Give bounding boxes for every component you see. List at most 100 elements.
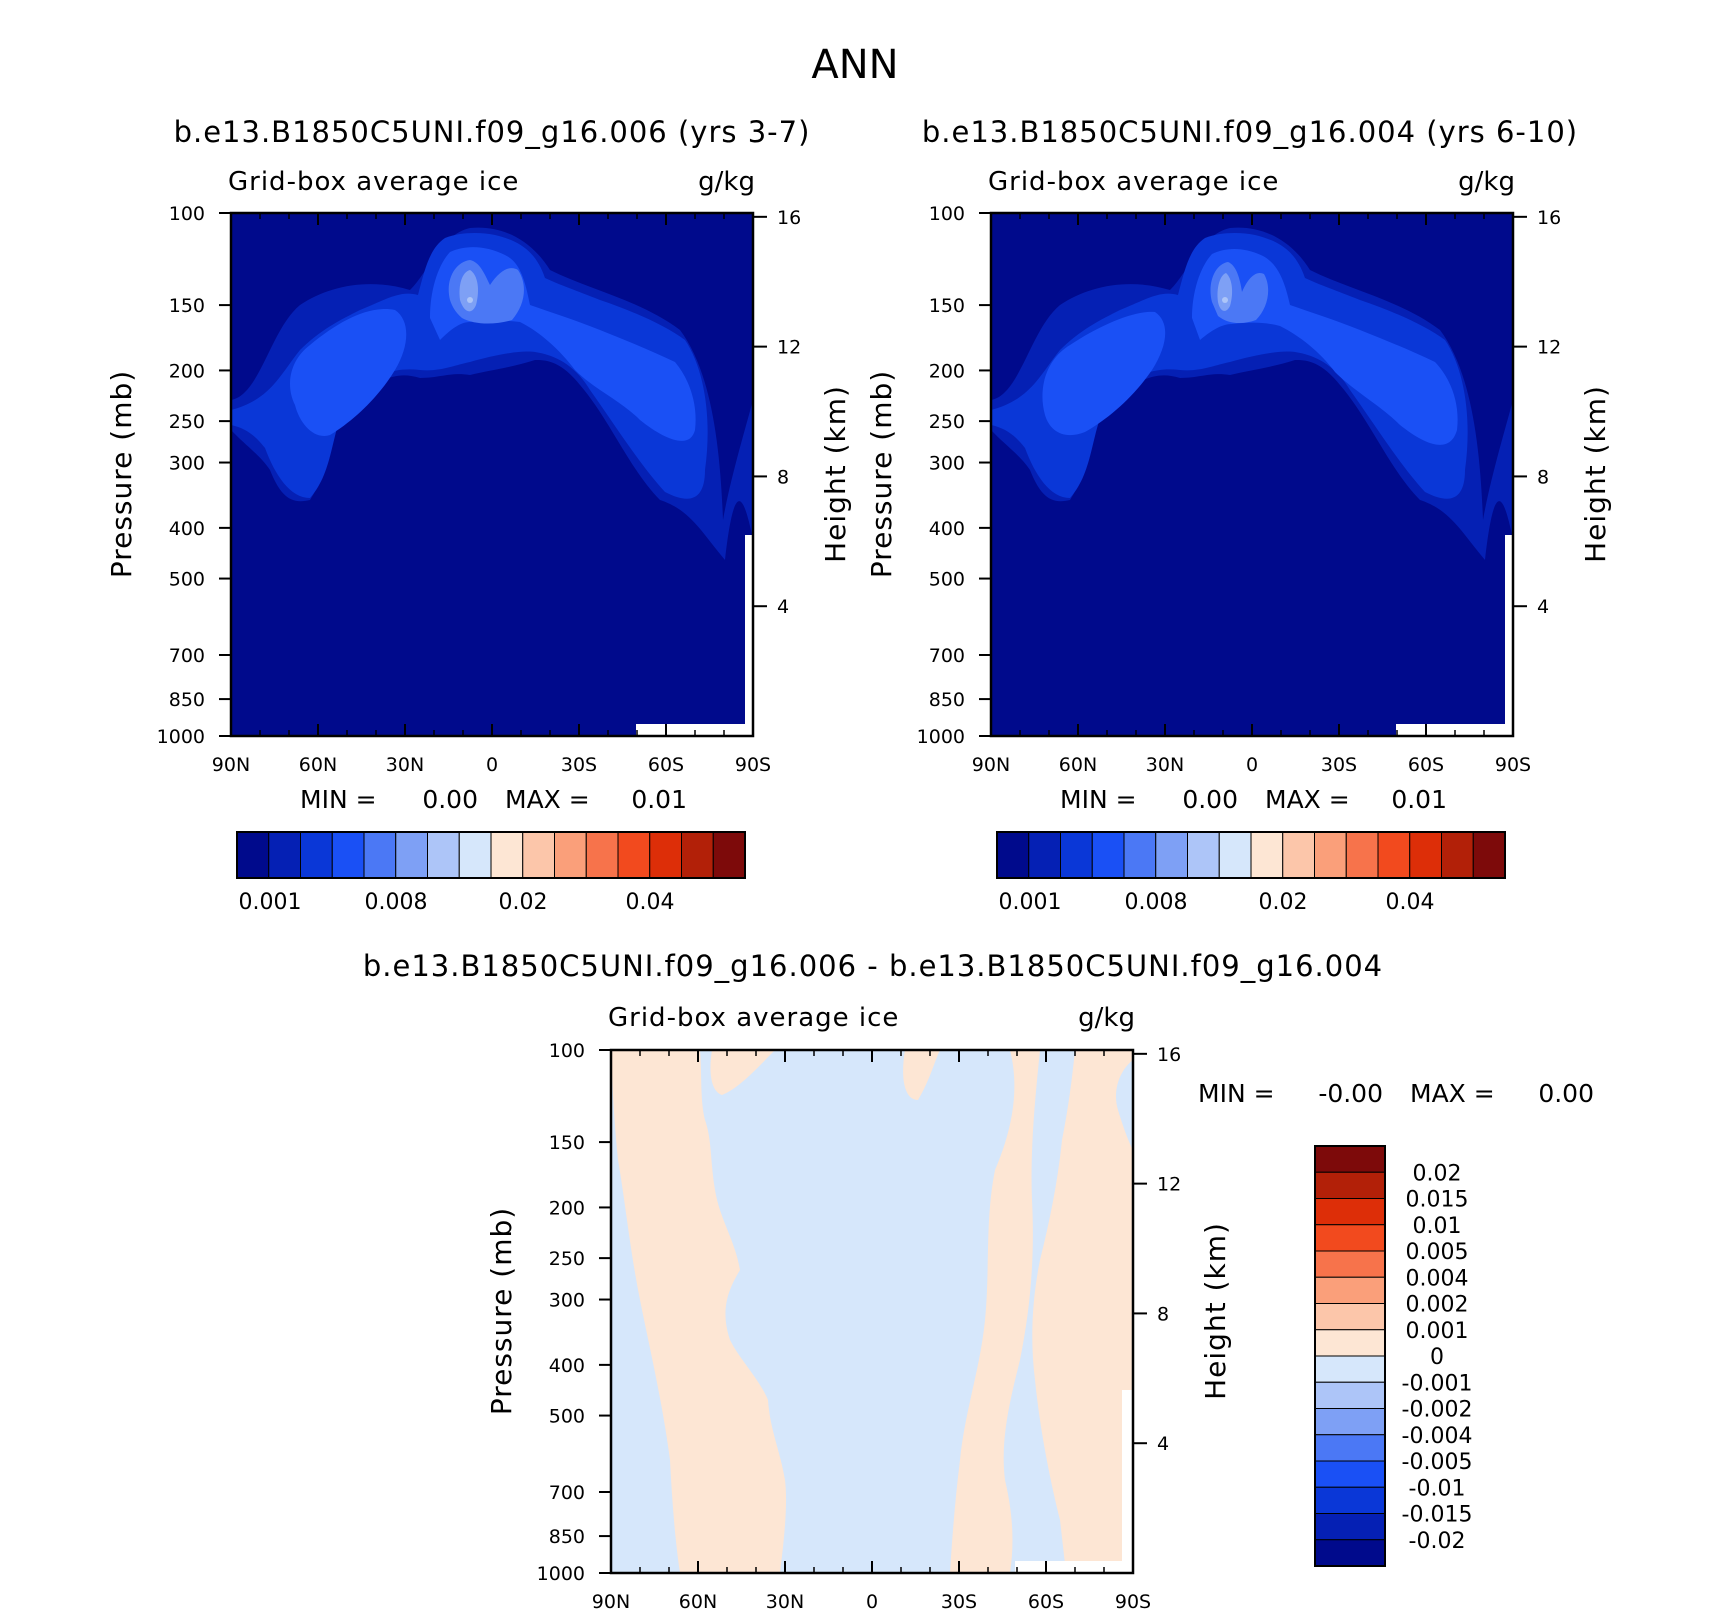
panel-3-units: g/kg [1078, 1003, 1135, 1033]
x-tick-label: 60N [299, 754, 337, 776]
panel-3-min-label: MIN = [1198, 1079, 1275, 1108]
y-tick-label: 850 [169, 689, 205, 711]
panel-2-center-dot [1222, 297, 1228, 303]
panel-1-contour-2 [231, 233, 708, 499]
x-tick-label: 0 [1246, 754, 1258, 776]
panel-2-ylabel-right: Height (km) [1579, 385, 1612, 563]
panel-3-max-value: 0.00 [1538, 1079, 1594, 1108]
x-tick-label: 30N [1146, 754, 1184, 776]
panel-2-ylabel: Pressure (mb) [865, 370, 898, 578]
panel-2-max-label: MAX = [1265, 785, 1350, 814]
y-tick-label: 300 [549, 1290, 585, 1312]
colorbar-swatch [395, 831, 428, 879]
colorbar-label: 0 [1430, 1345, 1444, 1370]
colorbar-swatch [522, 831, 555, 879]
x-tick-label: 90N [972, 754, 1010, 776]
colorbar-label: -0.005 [1402, 1450, 1473, 1475]
y-right-tick-label: 12 [777, 337, 801, 359]
panel-2-contour-5 [1217, 273, 1233, 311]
x-tick-label: 60N [679, 1591, 717, 1613]
colorbar-label: 0.02 [1413, 1161, 1462, 1186]
x-tick-label: 0 [486, 754, 498, 776]
panel-1-ylabel-right: Height (km) [819, 385, 852, 563]
panel-1-mask-right [745, 535, 753, 736]
panel-1-variable-label: Grid-box average ice [228, 167, 519, 197]
y-tick-label: 1000 [917, 726, 965, 748]
colorbar-label: 0.001 [239, 890, 302, 915]
panel-2-min-label: MIN = [1060, 785, 1137, 814]
colorbar-label: 0.01 [1413, 1214, 1462, 1239]
x-tick-label: 30S [941, 1591, 977, 1613]
x-tick-label: 90S [1495, 754, 1531, 776]
y-tick-label: 200 [929, 360, 965, 382]
panel-3-mask-bottom [1015, 1561, 1133, 1573]
panel-1-title: b.e13.B1850C5UNI.f09_g16.006 (yrs 3-7) [174, 115, 811, 149]
colorbar-swatch [1377, 831, 1411, 879]
panel-3-ylabel: Pressure (mb) [485, 1207, 518, 1415]
y-tick-label: 200 [169, 360, 205, 382]
colorbar-border [236, 831, 746, 879]
x-tick-label: 60S [1028, 1591, 1064, 1613]
colorbar-swatch [1314, 1355, 1386, 1383]
colorbar-swatch [1314, 1329, 1386, 1357]
y-tick-label: 250 [929, 411, 965, 433]
colorbar-border [1314, 1145, 1386, 1567]
colorbar-swatch [1314, 1198, 1386, 1226]
colorbar-swatch [1409, 831, 1442, 879]
colorbar-swatch [1314, 1539, 1386, 1567]
panel-1-min-value: 0.00 [422, 785, 478, 814]
panel-3-mask-right [1122, 1390, 1133, 1573]
colorbar-label: -0.015 [1402, 1503, 1473, 1528]
panel-2-units: g/kg [1458, 167, 1515, 197]
colorbar-swatch [427, 831, 460, 879]
colorbar-label: -0.01 [1409, 1476, 1466, 1501]
x-tick-label: 30N [766, 1591, 804, 1613]
colorbar-swatch [1155, 831, 1188, 879]
colorbar-swatch [1060, 831, 1093, 879]
y-tick-label: 700 [169, 645, 205, 667]
panel-2-variable-label: Grid-box average ice [988, 167, 1279, 197]
colorbar-swatch [1314, 1303, 1386, 1331]
panel-1-center-dot [467, 297, 473, 303]
y-tick-label: 150 [169, 295, 205, 317]
y-tick-label: 400 [929, 518, 965, 540]
colorbar-label: -0.001 [1402, 1371, 1473, 1396]
y-right-tick-label: 8 [1157, 1303, 1169, 1325]
y-tick-label: 700 [549, 1482, 585, 1504]
colorbar-label: 0.008 [365, 890, 428, 915]
colorbar-label: 0.02 [499, 890, 548, 915]
y-tick-label: 200 [549, 1197, 585, 1219]
panel-2-contour-2 [991, 233, 1468, 499]
colorbar-label: 0.001 [1406, 1319, 1469, 1344]
x-tick-label: 30N [386, 754, 424, 776]
colorbar-label: -0.02 [1409, 1529, 1466, 1554]
y-tick-label: 500 [169, 569, 205, 591]
y-tick-label: 250 [549, 1248, 585, 1270]
panel-3: b.e13.B1850C5UNI.f09_g16.006 - b.e13.B18… [363, 949, 1594, 1613]
y-tick-label: 300 [929, 453, 965, 475]
colorbar-label: 0.008 [1125, 890, 1188, 915]
panel-1-max-label: MAX = [505, 785, 590, 814]
panel-2-colorbar: 0.001 0.008 0.02 0.04 [996, 831, 1506, 915]
y-right-tick-label: 4 [1157, 1433, 1169, 1455]
panel-1-contour-5 [459, 270, 478, 312]
colorbar-swatch [681, 831, 714, 879]
y-right-tick-label: 16 [1537, 207, 1561, 229]
x-tick-label: 30S [1321, 754, 1357, 776]
x-tick-label: 90N [592, 1591, 630, 1613]
y-tick-label: 250 [169, 411, 205, 433]
panel-2-field [991, 213, 1513, 736]
x-tick-label: 90N [212, 754, 250, 776]
colorbar-swatch [649, 831, 682, 879]
colorbar-label: 0.005 [1406, 1240, 1469, 1265]
colorbar-swatch [1314, 1408, 1386, 1436]
panel-1-field [231, 213, 753, 736]
panel-1-colorbar: 0.001 0.008 0.02 0.04 [236, 831, 746, 915]
colorbar-swatch [1314, 1486, 1386, 1514]
colorbar-swatch [1250, 831, 1284, 879]
y-tick-label: 150 [549, 1132, 585, 1154]
page-title: ANN [811, 42, 898, 88]
colorbar-label: 0.015 [1406, 1188, 1469, 1213]
colorbar-swatch [1314, 1460, 1386, 1488]
